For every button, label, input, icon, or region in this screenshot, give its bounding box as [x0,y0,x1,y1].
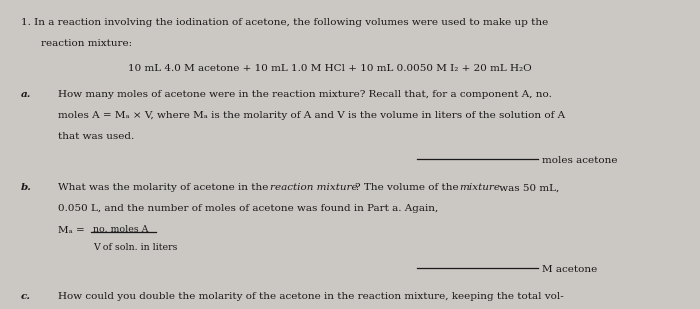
Text: no. moles A: no. moles A [92,225,148,234]
Text: How many moles of acetone were in the reaction mixture? Recall that, for a compo: How many moles of acetone were in the re… [57,91,552,99]
Text: mixture: mixture [459,184,500,193]
Text: Mₐ =: Mₐ = [57,226,85,235]
Text: 10 mL 4.0 M acetone + 10 mL 1.0 M HCl + 10 mL 0.0050 M I₂ + 20 mL H₂O: 10 mL 4.0 M acetone + 10 mL 1.0 M HCl + … [128,64,532,73]
Text: 1. In a reaction involving the iodination of acetone, the following volumes were: 1. In a reaction involving the iodinatio… [21,18,548,27]
Text: M acetone: M acetone [542,265,597,274]
Text: V of soln. in liters: V of soln. in liters [92,243,177,252]
Text: 0.050 L, and the number of moles of acetone was found in Part a. Again,: 0.050 L, and the number of moles of acet… [57,204,438,213]
Text: What was the molarity of acetone in the: What was the molarity of acetone in the [57,184,272,193]
Text: a.: a. [21,91,31,99]
Text: moles acetone: moles acetone [542,156,617,165]
Text: reaction mixture:: reaction mixture: [41,39,132,48]
Text: c.: c. [21,292,31,301]
Text: moles A = Mₐ × V, where Mₐ is the molarity of A and V is the volume in liters of: moles A = Mₐ × V, where Mₐ is the molari… [57,111,565,120]
Text: that was used.: that was used. [57,132,134,141]
Text: was 50 mL,: was 50 mL, [496,184,560,193]
Text: How could you double the molarity of the acetone in the reaction mixture, keepin: How could you double the molarity of the… [57,292,564,301]
Text: b.: b. [21,184,32,193]
Text: ? The volume of the: ? The volume of the [355,184,461,193]
Text: reaction mixture: reaction mixture [270,184,358,193]
